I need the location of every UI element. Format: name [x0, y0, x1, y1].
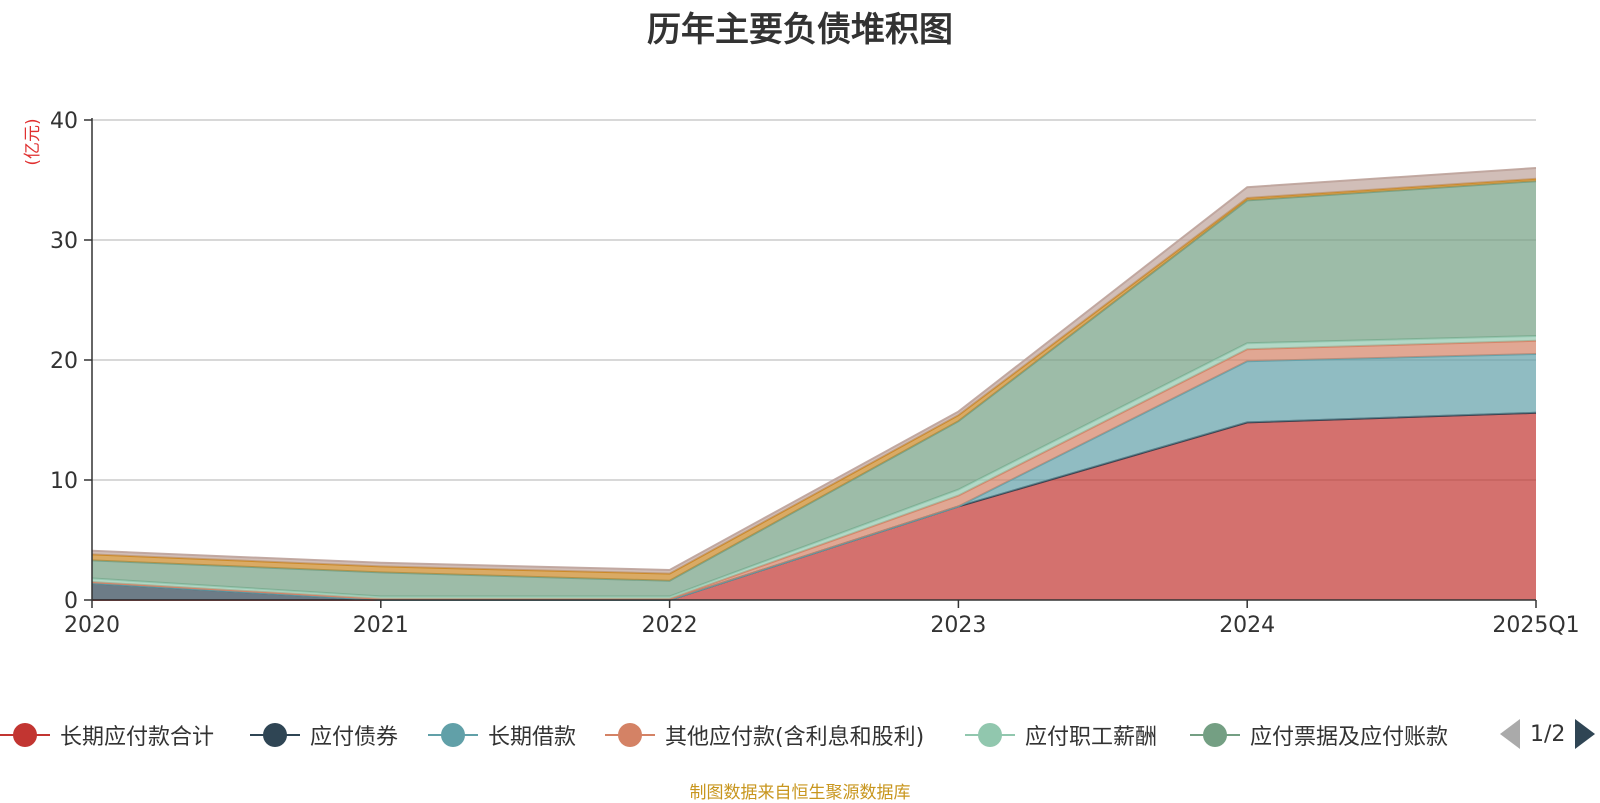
series-area-0 [92, 412, 1536, 600]
series-area-7 [92, 168, 1536, 574]
legend-label: 应付债券 [310, 725, 399, 750]
x-tick-label: 2025Q1 [1492, 613, 1579, 638]
chart-title: 历年主要负债堆积图 [647, 10, 953, 50]
legend-item-4[interactable]: 应付职工薪酬 [965, 715, 1157, 755]
series-area-5 [92, 181, 1536, 597]
y-tick-label: 40 [50, 109, 78, 134]
legend-marker-icon [0, 720, 50, 750]
legend-label: 应付职工薪酬 [1025, 725, 1158, 750]
x-tick-label: 2020 [64, 613, 120, 638]
axes: 0 10 20 30 40 2020 2021 2022 2023 2024 2025Q1 [50, 109, 1580, 638]
series-area-2 [92, 354, 1536, 600]
legend-marker-icon [250, 720, 300, 750]
y-tick-label: 30 [50, 229, 78, 254]
legend-page-indicator: 1/2 [1530, 721, 1566, 747]
x-tick-label: 2024 [1219, 613, 1275, 638]
legend-item-1[interactable]: 应付债券 [250, 715, 398, 755]
x-tick-label: 2022 [642, 613, 698, 638]
legend-marker-icon [965, 720, 1015, 750]
legend-item-2[interactable]: 长期借款 [428, 715, 576, 755]
legend-next-page-icon[interactable] [1575, 719, 1596, 749]
series-areas [91, 167, 1537, 601]
legend-item-5[interactable]: 应付票据及应付账款 [1190, 715, 1448, 755]
legend-label: 长期应付款合计 [60, 725, 215, 750]
series-line-7 [91, 167, 1537, 572]
series-area-6 [92, 178, 1536, 581]
legend-item-0[interactable]: 长期应付款合计 [0, 715, 214, 755]
series-area-4 [92, 336, 1536, 599]
y-tick-label: 10 [50, 469, 78, 494]
data-source-note: 制图数据来自恒生聚源数据库 [689, 783, 911, 803]
y-tick-label: 0 [64, 589, 78, 614]
legend-item-3[interactable]: 其他应付款(含利息和股利) [605, 715, 924, 755]
y-axis-unit-label: (亿元) [23, 118, 43, 165]
legend-marker-icon [428, 720, 478, 750]
y-tick-label: 20 [50, 349, 78, 374]
legend-prev-page-icon[interactable] [1500, 719, 1520, 749]
x-tick-label: 2021 [353, 613, 409, 638]
x-tick-label: 2023 [930, 613, 986, 638]
legend-label: 应付票据及应付账款 [1250, 725, 1449, 750]
legend-label: 其他应付款(含利息和股利) [665, 725, 925, 750]
stacked-area-chart: 0 10 20 30 40 2020 2021 2022 2023 2024 2025Q1 (亿元) [23, 109, 1580, 638]
legend-label: 长期借款 [488, 725, 577, 750]
legend-pager: 1/2 [1500, 712, 1596, 756]
legend-marker-icon [1190, 720, 1240, 750]
legend-marker-icon [605, 720, 655, 750]
